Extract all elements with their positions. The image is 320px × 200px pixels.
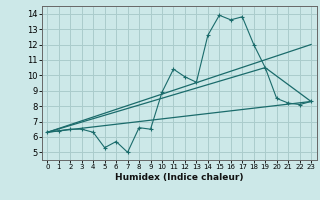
X-axis label: Humidex (Indice chaleur): Humidex (Indice chaleur) (115, 173, 244, 182)
